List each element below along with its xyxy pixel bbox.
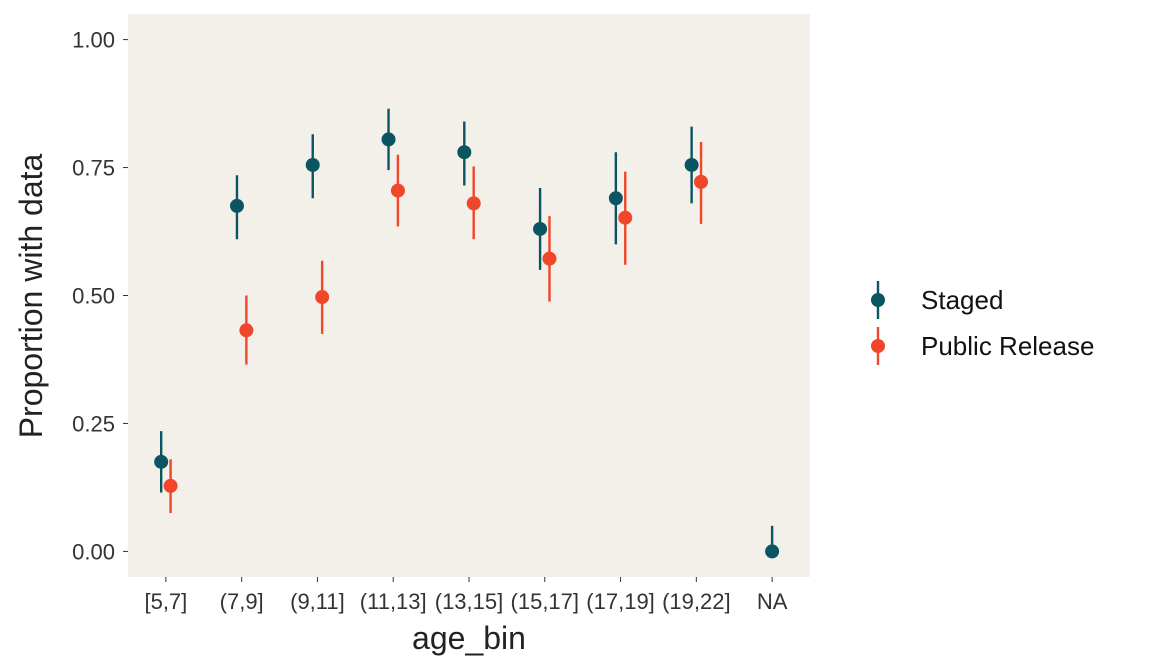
x-axis: [5,7] (7,9] (9,11] (11,13] (13,15] (15,17] (17… xyxy=(144,577,788,614)
x-tick-label: NA xyxy=(757,589,788,614)
x-axis-title: age_bin xyxy=(412,620,526,656)
x-tick-label: (11,13] xyxy=(360,589,427,614)
data-point xyxy=(163,478,178,493)
x-tick-label: (13,15] xyxy=(435,589,504,614)
x-tick-label: (19,22] xyxy=(662,589,731,614)
y-axis: 0.00 0.25 0.50 0.75 1.00 xyxy=(72,28,128,564)
y-tick-label: 0.50 xyxy=(72,284,115,309)
legend-label: Public Release xyxy=(921,331,1094,361)
y-tick-label: 0.25 xyxy=(72,411,115,436)
legend-key-point xyxy=(871,339,885,353)
data-point xyxy=(154,454,169,469)
points-layer xyxy=(154,108,780,559)
data-point xyxy=(305,157,320,172)
y-axis-title: Proportion with data xyxy=(13,153,49,438)
y-tick-label: 1.00 xyxy=(72,28,115,53)
data-point xyxy=(618,210,633,225)
data-point xyxy=(608,191,623,206)
x-tick-label: (17,19] xyxy=(586,589,655,614)
data-point xyxy=(533,221,548,236)
data-point xyxy=(381,132,396,147)
y-tick-label: 0.00 xyxy=(72,539,115,564)
data-point xyxy=(684,157,699,172)
legend: Staged Public Release xyxy=(871,281,1094,365)
x-tick-label: [5,7] xyxy=(144,589,187,614)
y-tick-label: 0.75 xyxy=(72,156,115,181)
x-tick-label: (7,9] xyxy=(220,589,264,614)
data-point xyxy=(315,290,330,305)
data-point xyxy=(542,251,557,266)
data-point xyxy=(466,196,481,211)
data-point xyxy=(694,174,709,189)
data-point xyxy=(229,198,244,213)
plot-panel xyxy=(128,14,810,577)
data-point xyxy=(765,544,780,559)
legend-label: Staged xyxy=(921,285,1003,315)
data-point xyxy=(239,323,254,338)
data-point xyxy=(390,183,405,198)
x-tick-label: (15,17] xyxy=(511,589,580,614)
legend-key-point xyxy=(871,293,885,307)
x-tick-label: (9,11] xyxy=(290,589,345,614)
data-point xyxy=(457,145,472,160)
